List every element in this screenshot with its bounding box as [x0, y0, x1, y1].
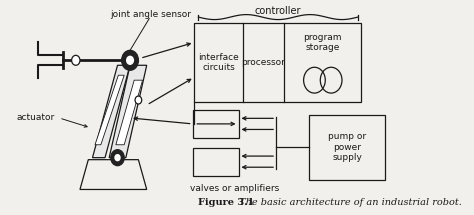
Text: pump or
power
supply: pump or power supply	[328, 132, 366, 162]
Polygon shape	[95, 75, 124, 145]
Text: processor: processor	[242, 58, 285, 67]
Circle shape	[115, 155, 120, 161]
Text: Figure 3.1: Figure 3.1	[199, 198, 255, 207]
Bar	[192, 110, 238, 138]
Circle shape	[72, 55, 80, 65]
Polygon shape	[109, 65, 147, 158]
Polygon shape	[116, 80, 143, 145]
Text: The basic architecture of an industrial robot.: The basic architecture of an industrial …	[236, 198, 462, 207]
Circle shape	[127, 56, 133, 64]
Bar	[192, 148, 238, 176]
Text: interface
circuits: interface circuits	[198, 53, 239, 72]
Circle shape	[122, 50, 138, 70]
Text: joint angle sensor: joint angle sensor	[110, 10, 191, 19]
Text: actuator: actuator	[17, 114, 55, 122]
Text: program
storage: program storage	[303, 33, 342, 52]
Bar	[194, 23, 361, 102]
Circle shape	[111, 150, 124, 166]
Text: controller: controller	[255, 6, 301, 16]
Circle shape	[135, 96, 142, 104]
Bar	[310, 115, 384, 180]
Polygon shape	[92, 65, 130, 158]
Text: valves or amplifiers: valves or amplifiers	[190, 184, 279, 194]
